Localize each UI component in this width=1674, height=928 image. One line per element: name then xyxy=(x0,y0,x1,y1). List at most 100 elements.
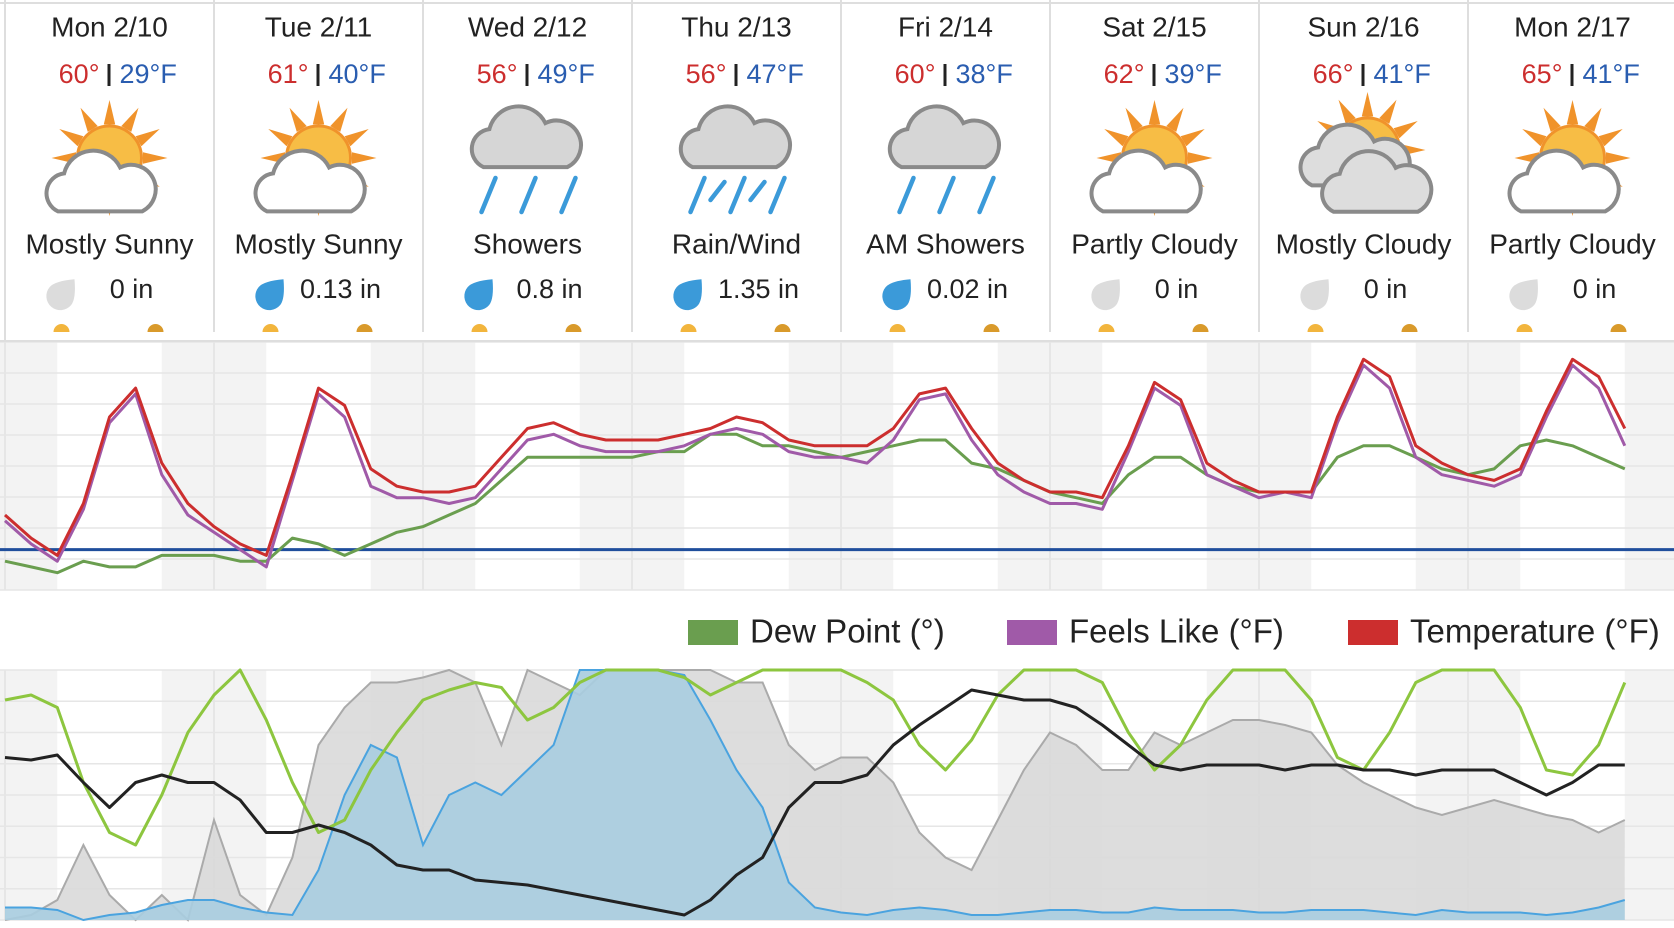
day-date: Sat 2/15 xyxy=(1102,11,1206,42)
sun-ray xyxy=(1379,99,1397,124)
day-date: Thu 2/13 xyxy=(681,11,792,42)
day-date: Mon 2/17 xyxy=(1514,11,1631,42)
day-card: Mon 2/17 65° 41°F Partly Cloudy 0 in xyxy=(1467,0,1656,341)
precip-amount: 0 in xyxy=(110,274,154,304)
temp-separator xyxy=(107,64,111,86)
precip-drop xyxy=(1091,279,1120,311)
legend-label: Dew Point (°) xyxy=(750,613,945,650)
rain-streak xyxy=(708,179,727,203)
weather-icon xyxy=(469,104,583,215)
sun-ray xyxy=(103,100,116,125)
series-line xyxy=(4,668,1627,847)
precip-amount: 0.02 in xyxy=(927,274,1008,304)
condition: Mostly Sunny xyxy=(25,228,193,259)
precip-amount: 0 in xyxy=(1155,274,1199,304)
day-card: Tue 2/11 61° 40°F Mostly Sunny 0.13 in xyxy=(213,0,403,341)
sun-ray xyxy=(135,129,160,147)
cloud xyxy=(678,104,792,170)
temp-separator xyxy=(1152,64,1156,86)
header-cut xyxy=(0,332,1674,341)
legend-swatch xyxy=(688,620,738,645)
sun-ray xyxy=(59,129,84,147)
sun-ray xyxy=(1180,129,1205,147)
day-date: Wed 2/12 xyxy=(468,11,587,42)
cloud xyxy=(1089,148,1203,214)
day-date: Mon 2/10 xyxy=(51,11,168,42)
sun-ray xyxy=(1148,100,1161,125)
temp-high: 56° xyxy=(477,59,518,89)
temp-separator xyxy=(316,64,320,86)
cloud xyxy=(44,148,158,214)
sun-ray xyxy=(121,107,139,132)
sun-ray xyxy=(289,107,307,132)
condition: Partly Cloudy xyxy=(1071,228,1238,259)
precip-amount: 0 in xyxy=(1364,274,1408,304)
rain-streak xyxy=(519,175,538,215)
rain-streak xyxy=(897,175,916,215)
rain-streak xyxy=(688,175,707,215)
sun-ray xyxy=(1522,129,1547,147)
precip-drop xyxy=(882,279,911,311)
temp-low: 41°F xyxy=(1583,59,1640,89)
sun-ray xyxy=(1338,99,1356,124)
legend-label: Temperature (°F) xyxy=(1410,613,1660,650)
condition: Partly Cloudy xyxy=(1489,228,1656,259)
precip-amount: 0.8 in xyxy=(516,274,582,304)
sun-ray xyxy=(1125,107,1143,132)
rain-streak xyxy=(768,175,787,215)
precip-drop xyxy=(673,279,702,311)
precip-drop xyxy=(255,279,284,311)
rain-streak xyxy=(937,175,956,215)
sun-ray xyxy=(1598,129,1623,147)
temp-high: 60° xyxy=(895,59,936,89)
sun-ray xyxy=(1188,152,1213,164)
condition: Showers xyxy=(473,228,582,259)
temp-low: 49°F xyxy=(538,59,595,89)
series-area-edge xyxy=(5,669,1626,922)
temp-high: 65° xyxy=(1522,59,1563,89)
rain-streak xyxy=(977,175,996,215)
sun-ray xyxy=(330,107,348,132)
series-line xyxy=(4,432,1626,575)
temp-high: 60° xyxy=(59,59,100,89)
day-date: Sun 2/16 xyxy=(1307,11,1419,42)
temp-low: 39°F xyxy=(1165,59,1222,89)
legend-label: Feels Like (°F) xyxy=(1069,613,1284,650)
legend-swatch xyxy=(1007,620,1057,645)
rain-streak xyxy=(728,175,747,215)
weather-icon xyxy=(253,100,377,216)
weather-icon xyxy=(1298,92,1434,214)
day-card: Sun 2/16 66° 41°F Mostly Cloudy 0 in xyxy=(1258,0,1451,341)
temp-low: 40°F xyxy=(329,59,386,89)
sun-ray xyxy=(143,152,168,164)
temp-separator xyxy=(734,64,738,86)
precip-amount: 0 in xyxy=(1573,274,1617,304)
temp-high: 56° xyxy=(686,59,727,89)
sun-ray xyxy=(1393,121,1418,139)
day-card: Wed 2/12 56° 49°F Showers 0.8 in xyxy=(422,0,595,341)
sun-ray xyxy=(1606,152,1631,164)
sun-ray xyxy=(344,129,369,147)
sun-ray xyxy=(1166,107,1184,132)
rain-streak xyxy=(559,175,578,215)
day-card: Fri 2/14 60° 38°F AM Showers 0.02 in xyxy=(840,0,1025,341)
temp-separator xyxy=(1570,64,1574,86)
day-card: Sat 2/15 62° 39°F Partly Cloudy 0 in xyxy=(1049,0,1238,341)
weather-icon xyxy=(1089,100,1213,216)
precip-drop xyxy=(46,279,75,311)
rain-streak xyxy=(748,179,767,203)
rain-streak xyxy=(479,175,498,215)
weather-icon xyxy=(44,100,168,216)
temp-separator xyxy=(1361,64,1365,86)
day-date: Tue 2/11 xyxy=(265,11,372,42)
series-area xyxy=(5,670,1625,920)
series-line xyxy=(4,688,1625,917)
precip-drop xyxy=(1300,279,1329,311)
series-line xyxy=(4,363,1627,569)
sun-ray xyxy=(1361,92,1374,117)
temp-low: 47°F xyxy=(747,59,804,89)
day-card: Mon 2/10 60° 29°F Mostly Sunny 0 in xyxy=(25,11,194,340)
temp-low: 29°F xyxy=(120,59,177,89)
temp-low: 38°F xyxy=(956,59,1013,89)
sun-ray xyxy=(1566,100,1579,125)
